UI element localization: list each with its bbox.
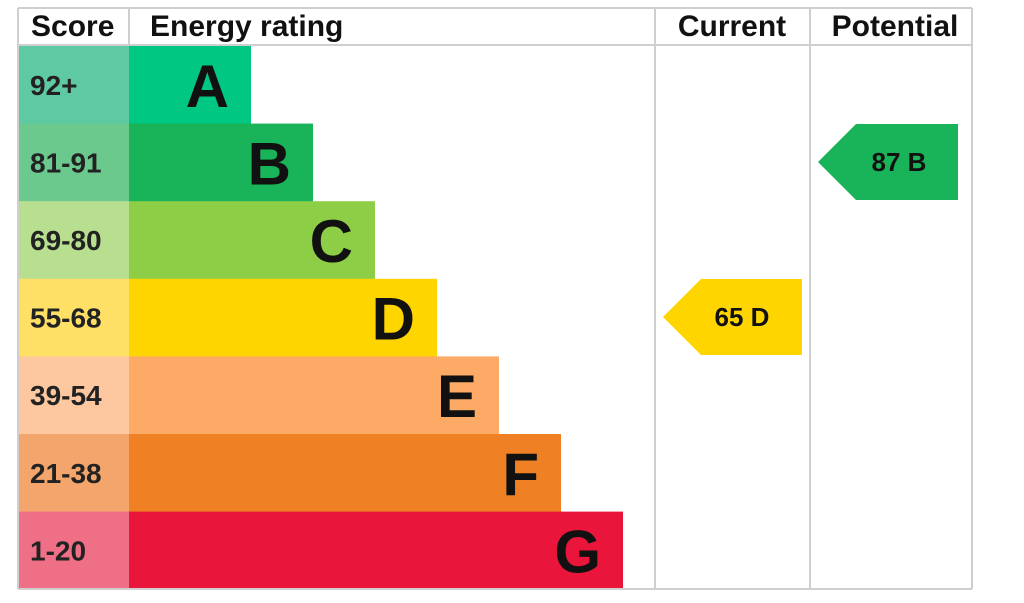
header-energy-rating: Energy rating <box>150 10 343 43</box>
score-range-g: 1-20 <box>30 535 86 566</box>
rating-bar-f <box>129 434 561 513</box>
potential-arrow-shape <box>818 124 958 200</box>
bands-layer: 92+ A 81-91 B 69-80 C 55-68 D 39-54 E 21-38 F 1-20 G <box>18 46 623 590</box>
current-rating-label: 65 D <box>715 302 770 332</box>
rating-bar-d <box>129 278 437 357</box>
score-range-a: 92+ <box>30 70 78 101</box>
header-score: Score <box>31 10 114 43</box>
score-range-e: 39-54 <box>30 380 102 411</box>
rating-letter-d: D <box>372 286 415 353</box>
rating-bar-a <box>129 46 251 125</box>
rating-letter-b: B <box>248 130 291 197</box>
header-current: Current <box>678 10 786 43</box>
rating-bar-c <box>129 201 375 280</box>
rating-letter-c: C <box>310 208 353 275</box>
score-range-f: 21-38 <box>30 458 102 489</box>
score-cell-b <box>18 123 129 202</box>
rating-bar-b <box>129 123 313 202</box>
score-range-c: 69-80 <box>30 225 102 256</box>
potential-rating-label: 87 B <box>872 147 927 177</box>
score-cell-e <box>18 356 129 435</box>
current-arrow-shape <box>663 279 802 355</box>
rating-letter-f: F <box>502 441 539 508</box>
score-range-d: 55-68 <box>30 303 102 334</box>
rating-letter-e: E <box>437 363 477 430</box>
score-cell-c <box>18 201 129 280</box>
current-rating-arrow: 65 D <box>663 279 802 355</box>
rating-letter-g: G <box>554 518 601 585</box>
potential-rating-arrow: 87 B <box>818 124 958 200</box>
score-cell-d <box>18 278 129 357</box>
header-potential: Potential <box>832 10 959 43</box>
table-grid <box>17 7 973 590</box>
rating-letter-a: A <box>186 53 229 120</box>
score-cell-a <box>18 46 129 125</box>
rating-bar-e <box>129 356 499 435</box>
score-cell-f <box>18 434 129 513</box>
score-cell-g <box>18 511 129 590</box>
score-range-b: 81-91 <box>30 147 102 178</box>
rating-bar-g <box>129 511 623 590</box>
